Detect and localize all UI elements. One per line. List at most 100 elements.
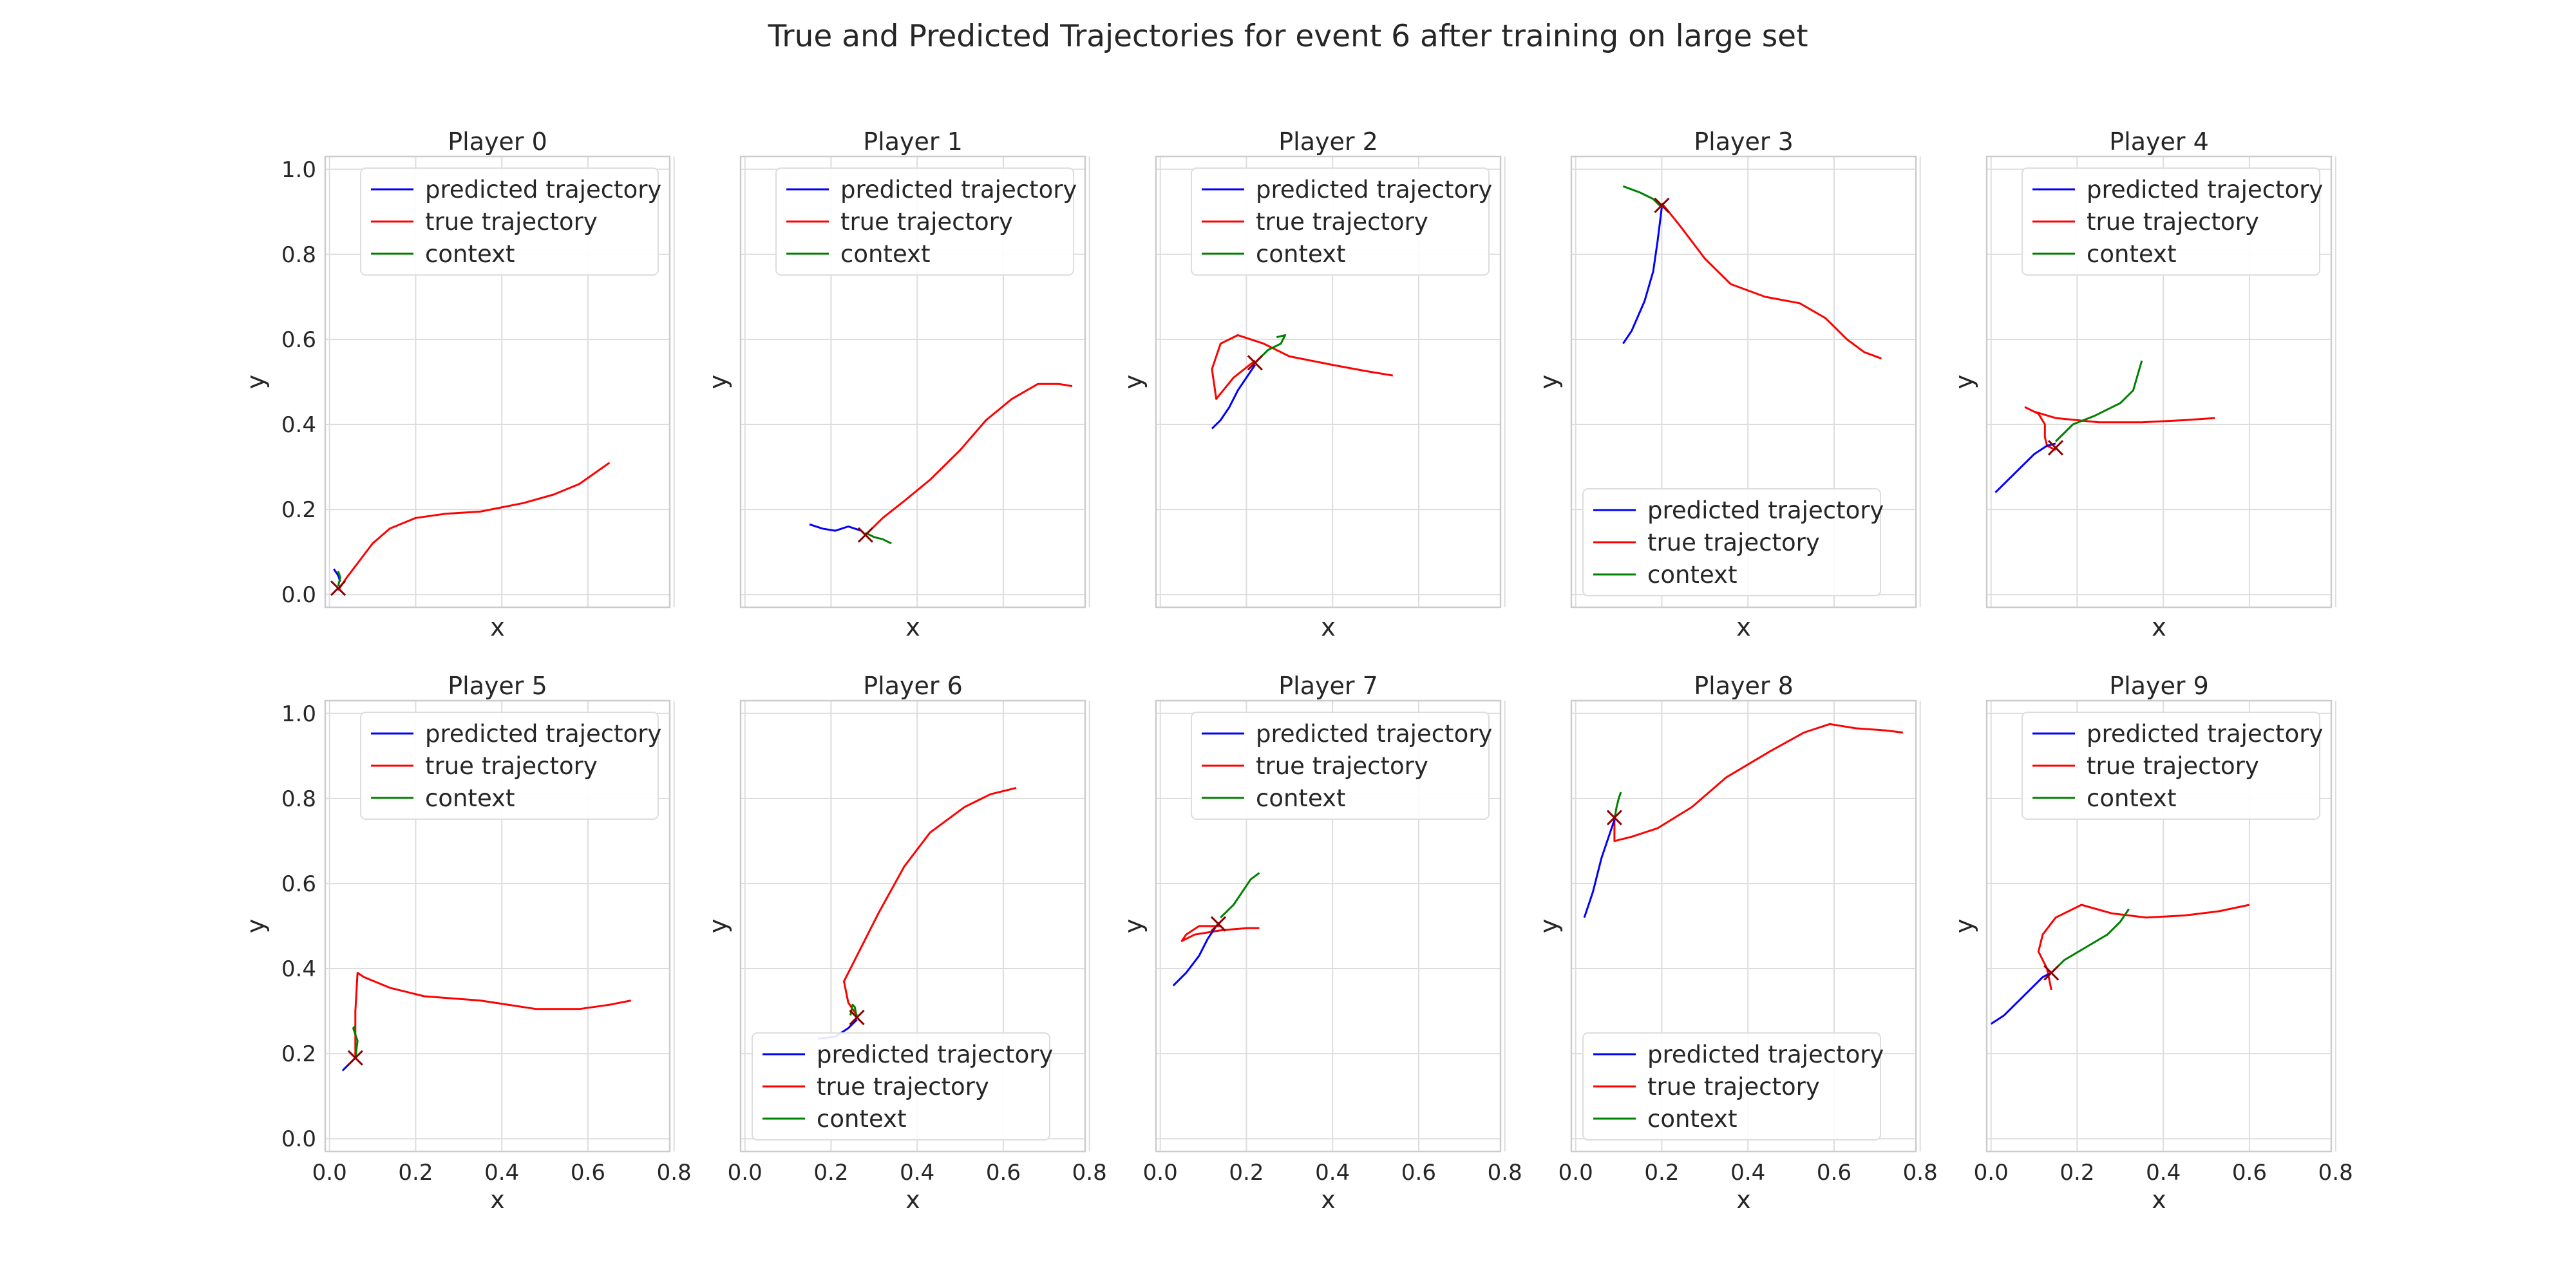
legend-label: true trajectory xyxy=(817,1073,989,1101)
panel-6: 0.0 0.2 0.4 0.6 0.8 Player 6 x y predicted traje… xyxy=(704,672,1107,1214)
context-line xyxy=(1220,872,1260,918)
legend-label: true trajectory xyxy=(1647,529,1820,556)
y-tick-label: 1.0 xyxy=(281,701,316,727)
context-line xyxy=(337,571,341,587)
context-line xyxy=(865,532,892,545)
panels-grid: 0.0 0.2 0.4 0.6 0.8 1.0 Player 0 x y predicted tr… xyxy=(242,128,2353,1214)
panel-1: Player 1 x y predicted trajectory true traje… xyxy=(704,128,1090,641)
y-tick-label: 0.2 xyxy=(281,497,316,523)
legend-label: context xyxy=(2087,240,2176,268)
panel-2: Player 2 x y predicted trajectory true traje… xyxy=(1119,128,1506,641)
legend: predicted trajectory true trajectory conte… xyxy=(775,167,1077,276)
x-tick-label: 0.4 xyxy=(1315,1160,1350,1186)
legend: predicted trajectory true trajectory conte… xyxy=(1582,1032,1884,1141)
panel-title: Player 3 xyxy=(1694,128,1794,156)
legend-box xyxy=(752,1032,1050,1141)
y-tick-label: 0.0 xyxy=(281,582,316,608)
predicted-trajectory-line xyxy=(809,523,866,536)
axes-frame xyxy=(739,155,1086,609)
panel-7: 0.0 0.2 0.4 0.6 0.8 Player 7 x y predicted traje… xyxy=(1119,672,1522,1214)
y-tick-label: 0.8 xyxy=(281,242,316,268)
context-line xyxy=(1254,334,1287,364)
legend-box xyxy=(1191,167,1490,276)
legend-box xyxy=(775,167,1074,276)
panel-title: Player 8 xyxy=(1694,672,1794,700)
predicted-trajectory-line xyxy=(1583,819,1616,918)
y-axis-label: y xyxy=(704,919,732,934)
x-tick-label: 0.0 xyxy=(1558,1160,1593,1186)
y-axis-label: y xyxy=(242,375,270,390)
y-axis-label: y xyxy=(1119,919,1148,934)
y-axis-label: y xyxy=(704,375,732,390)
context-line xyxy=(1613,791,1622,820)
axes-frame xyxy=(1985,699,2333,1153)
legend-label: true trajectory xyxy=(2087,752,2259,780)
y-axis-label: y xyxy=(1535,375,1563,390)
panel-3: Player 3 x y predicted trajectory true traje… xyxy=(1535,128,1921,641)
last-context-marker xyxy=(347,1050,363,1066)
y-tick-label: 0.4 xyxy=(281,956,316,982)
x-tick-label: 0.0 xyxy=(1974,1160,2009,1186)
legend-label: context xyxy=(817,1105,906,1133)
panel-title: Player 7 xyxy=(1278,672,1378,700)
y-tick-label: 1.0 xyxy=(281,157,316,183)
x-tick-label: 0.6 xyxy=(571,1160,605,1186)
x-axis-label: x xyxy=(905,1186,920,1214)
x-tick-label: 0.6 xyxy=(2232,1160,2267,1186)
panel-title: Player 6 xyxy=(863,672,963,700)
last-context-marker xyxy=(1654,197,1670,214)
x-tick-label: 0.2 xyxy=(1644,1160,1679,1186)
x-tick-label: 0.6 xyxy=(986,1160,1021,1186)
true-trajectory-line xyxy=(1661,202,1882,360)
legend-label: true trajectory xyxy=(425,752,598,780)
true-trajectory-line xyxy=(354,972,632,1058)
legend-label: predicted trajectory xyxy=(425,176,661,204)
last-context-marker xyxy=(2047,440,2064,456)
legend-label: context xyxy=(840,240,930,268)
legend: predicted trajectory true trajectory conte… xyxy=(360,167,661,276)
y-axis-label: y xyxy=(1535,919,1563,934)
true-trajectory-line xyxy=(2024,406,2215,451)
panel-title: Player 5 xyxy=(448,672,547,700)
legend: predicted trajectory true trajectory conte… xyxy=(2022,167,2323,276)
legend: predicted trajectory true trajectory conte… xyxy=(752,1032,1053,1141)
x-axis-label: x xyxy=(2152,1186,2166,1214)
x-axis-label: x xyxy=(905,613,920,641)
legend-label: predicted trajectory xyxy=(425,720,661,748)
predicted-trajectory-line xyxy=(1211,364,1256,430)
last-context-marker xyxy=(1210,916,1227,932)
legend-label: context xyxy=(2087,784,2176,812)
context-line xyxy=(1622,185,1663,209)
context-line xyxy=(849,1003,858,1018)
context-line xyxy=(2050,908,2130,974)
y-axis-label: y xyxy=(1119,375,1148,390)
x-tick-label: 0.4 xyxy=(484,1160,519,1186)
x-tick-label: 0.2 xyxy=(1229,1160,1264,1186)
legend-box xyxy=(2022,167,2320,276)
x-tick-label: 0.2 xyxy=(2060,1160,2094,1186)
axes-frame xyxy=(1985,155,2333,609)
axes-frame xyxy=(1155,699,1502,1153)
x-axis-label: x xyxy=(1736,613,1751,641)
true-trajectory-line xyxy=(1613,723,1904,842)
axes-frame xyxy=(1570,699,1917,1153)
y-axis-label: y xyxy=(1950,919,1978,934)
legend-label: predicted trajectory xyxy=(840,176,1077,204)
panel-title: Player 2 xyxy=(1278,128,1378,156)
legend-box xyxy=(2022,712,2320,820)
legend-label: predicted trajectory xyxy=(2087,720,2323,748)
true-trajectory-line xyxy=(864,383,1073,536)
legend-label: true trajectory xyxy=(840,208,1013,236)
legend: predicted trajectory true trajectory conte… xyxy=(1191,712,1492,820)
last-context-marker xyxy=(2043,965,2060,981)
x-axis-label: x xyxy=(2152,613,2166,641)
legend-label: context xyxy=(425,240,515,268)
legend: predicted trajectory true trajectory conte… xyxy=(1191,167,1492,276)
legend-label: context xyxy=(1647,1105,1737,1133)
predicted-trajectory-line xyxy=(1622,207,1663,345)
legend-label: true trajectory xyxy=(425,208,598,236)
legend-box xyxy=(360,712,659,820)
x-tick-label: 0.4 xyxy=(1730,1160,1765,1186)
x-axis-label: x xyxy=(1736,1186,1751,1214)
